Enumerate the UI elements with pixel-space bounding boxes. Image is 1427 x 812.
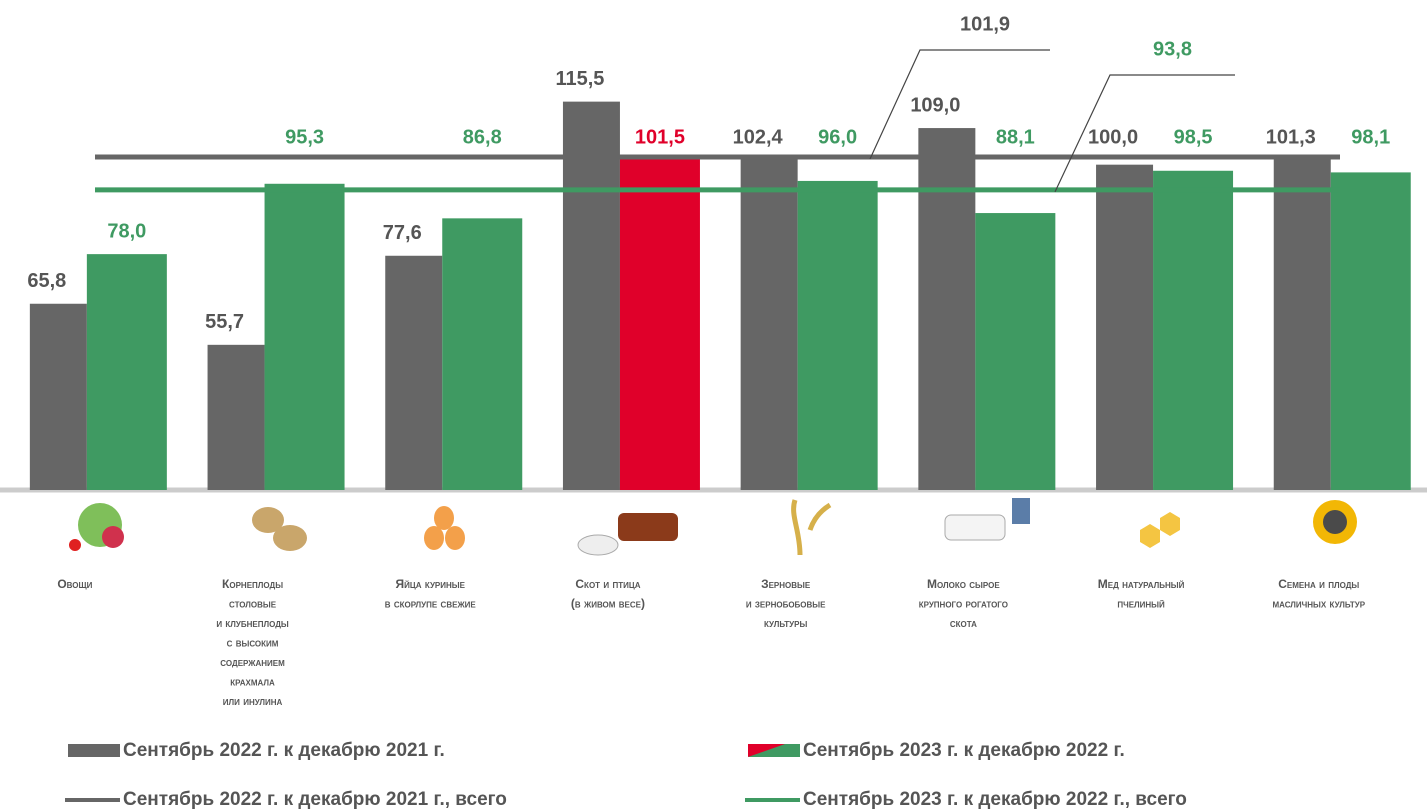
x-tick-label: Корнеплоды столовые и клубнеплоды с высоким… bbox=[216, 577, 289, 708]
bar bbox=[29, 303, 87, 490]
icon bbox=[791, 499, 832, 556]
bar bbox=[264, 183, 345, 490]
icon bbox=[273, 525, 307, 551]
legend: Сентябрь 2022 г. к декабрю 2021 г. Сентя… bbox=[65, 740, 1187, 810]
legend-label: Сентябрь 2022 г. к декабрю 2021 г. bbox=[123, 740, 445, 761]
x-tick-label: Мед натуральный пчелиный bbox=[1098, 577, 1185, 611]
x-tick-label: Овощи bbox=[57, 577, 92, 591]
icons bbox=[69, 498, 1357, 556]
legend-swatch bbox=[68, 744, 120, 757]
bar bbox=[918, 128, 976, 491]
value-label: 100,0 bbox=[1088, 126, 1138, 148]
icon bbox=[1140, 524, 1160, 548]
value-label: 65,8 bbox=[27, 270, 66, 292]
icon bbox=[445, 526, 465, 550]
legend-swatch bbox=[748, 744, 785, 757]
legend-swatch bbox=[748, 744, 800, 757]
value-label: 55,7 bbox=[205, 311, 244, 333]
value-label: 77,6 bbox=[383, 222, 422, 244]
icon bbox=[618, 513, 678, 541]
legend-label: Сентябрь 2023 г. к декабрю 2022 г. bbox=[803, 740, 1125, 761]
reference-label: 101,9 bbox=[960, 13, 1010, 35]
icon bbox=[102, 526, 124, 548]
icon bbox=[1012, 498, 1030, 524]
icon bbox=[424, 526, 444, 550]
icon bbox=[944, 514, 1006, 541]
x-tick-label: Зерновые и зернобобовые культуры bbox=[746, 577, 826, 630]
leader-line bbox=[1054, 74, 1235, 193]
bar bbox=[442, 218, 523, 490]
bar bbox=[207, 344, 265, 490]
x-tick-label: Семена и плоды масличных культур bbox=[1272, 577, 1365, 611]
bar bbox=[1153, 170, 1234, 490]
bar bbox=[619, 158, 700, 491]
reference-label: 93,8 bbox=[1153, 38, 1192, 60]
icon bbox=[69, 539, 81, 551]
bar bbox=[1330, 172, 1411, 491]
bar bbox=[1273, 159, 1331, 490]
icon bbox=[434, 506, 454, 530]
icon bbox=[1323, 510, 1347, 534]
icon bbox=[1160, 512, 1180, 536]
bar bbox=[797, 180, 878, 490]
value-label: 88,1 bbox=[996, 126, 1035, 148]
bar bbox=[740, 154, 798, 490]
value-label: 96,0 bbox=[818, 126, 857, 148]
legend-label: Сентябрь 2022 г. к декабрю 2021 г., всег… bbox=[123, 789, 507, 810]
value-label: 101,3 bbox=[1266, 126, 1316, 148]
x-tick-label: Яйца куриные в скорлупе свежие bbox=[385, 577, 477, 611]
value-label: 101,5 bbox=[635, 126, 685, 148]
value-label: 95,3 bbox=[285, 126, 324, 148]
value-label: 98,5 bbox=[1174, 126, 1213, 148]
x-tick-label: Молоко сырое крупного рогатого скота bbox=[919, 577, 1008, 630]
value-label: 115,5 bbox=[555, 68, 604, 90]
bar bbox=[1096, 164, 1154, 490]
legend-label: Сентябрь 2023 г. к декабрю 2022 г., всег… bbox=[803, 789, 1187, 810]
bar bbox=[385, 255, 443, 490]
x-tick-label: Скот и птица (в живом весе) bbox=[571, 577, 645, 611]
value-label: 78,0 bbox=[107, 220, 146, 242]
leader-line bbox=[869, 49, 1050, 160]
bar bbox=[562, 101, 620, 490]
bar bbox=[86, 254, 167, 490]
icon bbox=[252, 507, 284, 533]
icon bbox=[577, 534, 619, 556]
value-label: 98,1 bbox=[1351, 126, 1390, 148]
bar bbox=[975, 213, 1056, 490]
value-label: 86,8 bbox=[463, 126, 502, 148]
value-label: 109,0 bbox=[910, 94, 960, 116]
value-label: 102,4 bbox=[733, 126, 784, 148]
